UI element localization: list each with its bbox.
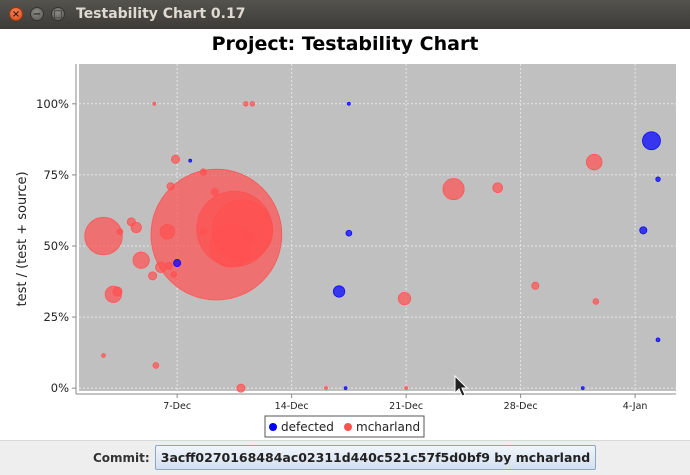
bubble-mcharland	[404, 386, 409, 391]
chart-title: Project: Testability Chart	[212, 33, 479, 55]
chart-panel: Project: Testability Chart 0% 25% 50% 75% 10…	[0, 29, 690, 440]
legend-marker-mcharland	[344, 423, 352, 431]
plot-grid	[79, 64, 676, 391]
x-tick-label: 4-Jan	[623, 401, 648, 412]
bubble-mcharland	[236, 383, 246, 393]
y-tick-label: 100%	[36, 97, 69, 111]
window-title: Testability Chart 0.17	[76, 6, 246, 22]
bubble-defected	[655, 176, 661, 182]
bubble-defected	[343, 386, 348, 391]
bubble-mcharland	[211, 199, 274, 262]
minimize-window-button[interactable]: −	[30, 7, 44, 21]
bubble-defected	[642, 131, 661, 151]
bubble-mcharland	[101, 353, 106, 358]
bubble-mcharland	[245, 232, 257, 243]
bubble-defected	[639, 226, 648, 235]
bubble-mcharland	[243, 101, 249, 107]
bubble-defected	[580, 386, 585, 391]
bubble-mcharland	[152, 101, 157, 106]
y-tick-label: 75%	[43, 168, 69, 182]
y-axis-label: test / (test + source)	[15, 171, 30, 306]
bubble-mcharland	[324, 386, 328, 391]
y-axis-ticks: 0% 25% 50% 75% 100%	[36, 97, 76, 395]
x-tick-label: 28-Dec	[504, 401, 538, 412]
x-tick-label: 14-Dec	[275, 401, 309, 412]
commit-label: Commit:	[93, 451, 150, 465]
bubble-mcharland	[171, 154, 180, 164]
bubble-mcharland	[249, 101, 256, 107]
commit-bar: Commit: 3acff0270168484ac02311d440c521c5…	[0, 440, 690, 475]
legend: defected mcharland	[264, 415, 425, 438]
bubble-mcharland	[132, 251, 150, 269]
bubble-defected	[655, 337, 661, 343]
x-tick-label: 21-Dec	[389, 401, 423, 412]
bubble-mcharland	[116, 228, 124, 236]
commit-button[interactable]: 3acff0270168484ac02311d440c521c57f5d0bf9…	[155, 445, 596, 470]
bubble-defected	[188, 158, 193, 163]
maximize-window-button[interactable]: □	[51, 7, 65, 21]
bubble-layer	[84, 101, 661, 393]
legend-marker-defected	[269, 423, 277, 431]
legend-label-defected: defected	[281, 420, 334, 434]
bubble-chart: Project: Testability Chart 0% 25% 50% 75% 10…	[15, 33, 676, 438]
y-tick-label: 50%	[43, 239, 69, 253]
bubble-mcharland	[112, 286, 123, 297]
close-window-button[interactable]: ×	[9, 7, 23, 21]
bubble-mcharland	[84, 216, 123, 256]
bubble-defected	[173, 259, 182, 268]
y-tick-label: 25%	[43, 310, 69, 324]
bubble-mcharland	[592, 298, 600, 305]
bubble-mcharland	[152, 362, 160, 369]
bubble-mcharland	[148, 271, 158, 281]
x-axis-ticks: 7-Dec 14-Dec 21-Dec 28-Dec 4-Jan	[163, 394, 647, 412]
x-tick-label: 7-Dec	[163, 401, 191, 412]
window-titlebar: × − □ Testability Chart 0.17	[0, 0, 690, 29]
mouse-pointer-icon	[454, 374, 469, 397]
bubble-defected	[345, 229, 353, 237]
bubble-mcharland	[585, 153, 603, 171]
bubble-mcharland	[492, 182, 504, 193]
bubble-defected	[332, 285, 346, 298]
y-tick-label: 0%	[51, 381, 69, 395]
bubble-mcharland	[397, 291, 412, 306]
bubble-mcharland	[130, 221, 142, 234]
bubble-defected	[346, 101, 351, 106]
bubble-mcharland	[531, 281, 540, 290]
bubble-mcharland	[442, 178, 465, 201]
legend-label-mcharland: mcharland	[356, 420, 420, 434]
